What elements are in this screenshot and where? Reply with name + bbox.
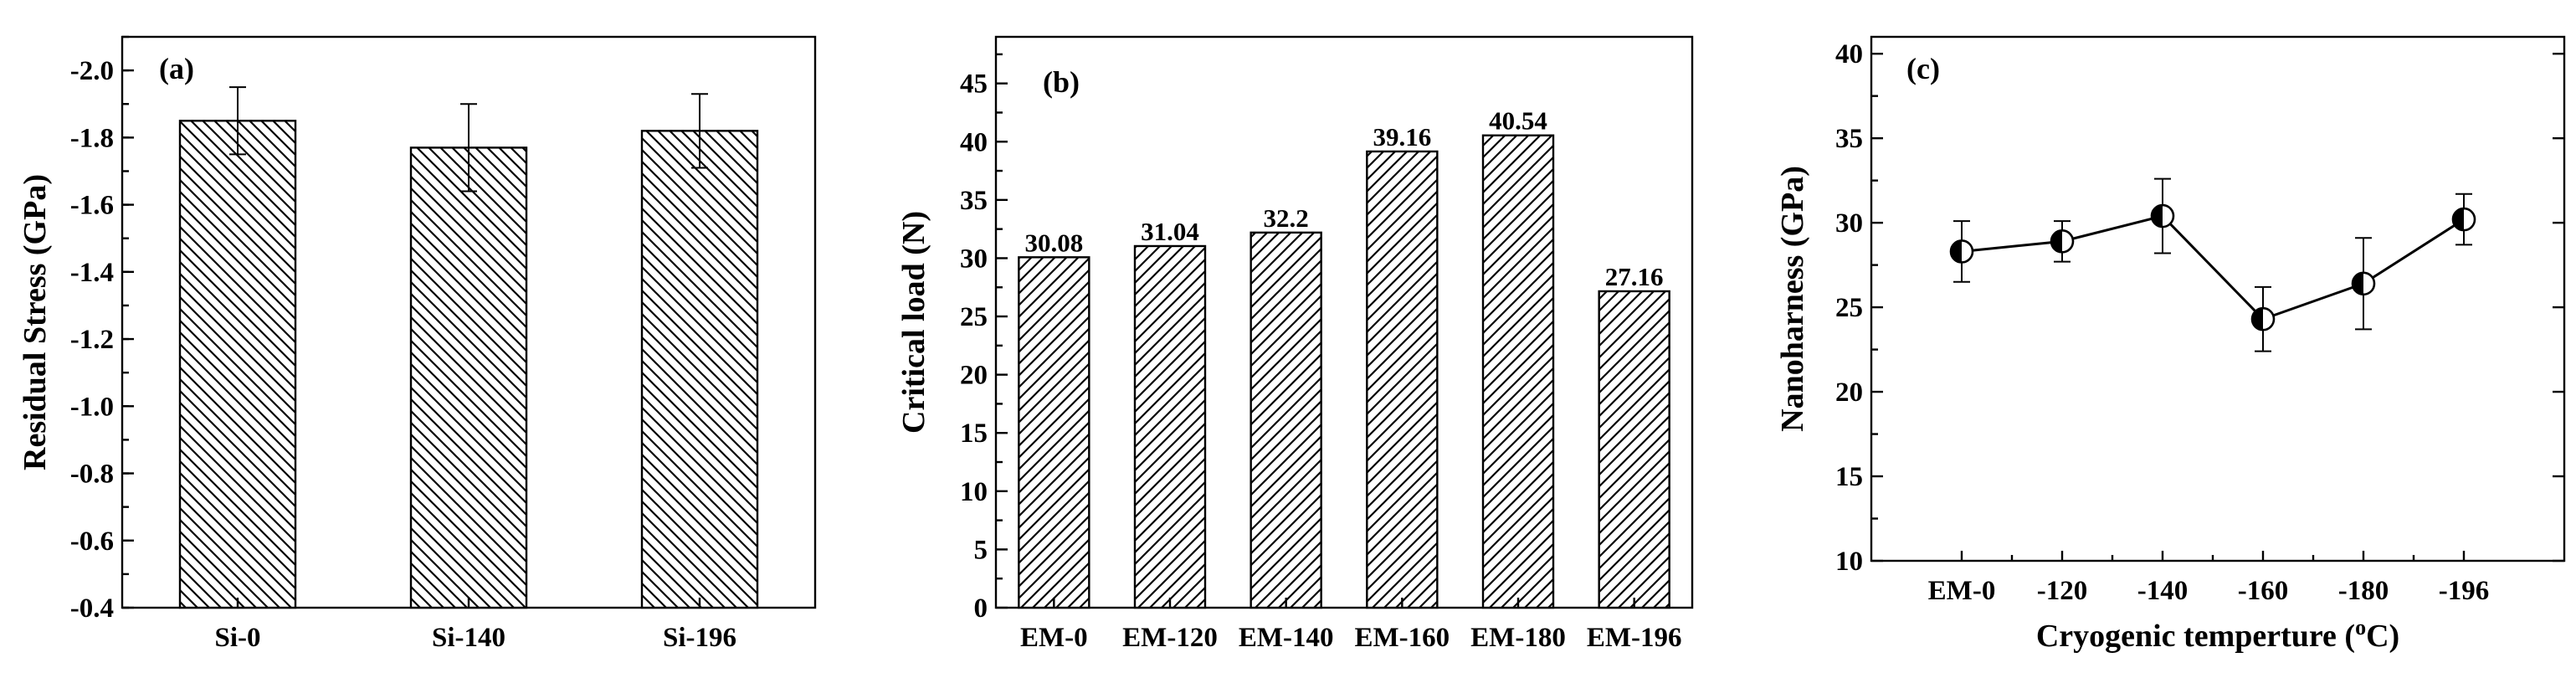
chart-b-x-tick-label: EM-180 xyxy=(1470,623,1566,653)
chart-c-data-point xyxy=(2250,306,2276,331)
chart-c-x-axis-label-end: C) xyxy=(2366,619,2399,654)
chart-a-y-tick-label: -1.2 xyxy=(70,325,114,355)
chart-b-y-tick-label: 20 xyxy=(960,361,988,391)
chart-a-x-tick-label: Si-0 xyxy=(214,623,260,653)
chart-b-x-tick-label: EM-0 xyxy=(1020,623,1088,653)
chart-b: (b) Critical load (N) 0 5 10 15 20 25 30 35 40 45… xyxy=(896,35,1694,653)
chart-a-y-tick-label: -1.0 xyxy=(70,392,114,422)
chart-b-y-tick-label: 15 xyxy=(960,419,988,449)
chart-b-x-tick-label: EM-196 xyxy=(1587,623,1682,653)
chart-b-bar xyxy=(1133,244,1207,609)
chart-c-y-tick-label: 40 xyxy=(1835,39,1863,69)
chart-c-data-point xyxy=(2050,229,2075,254)
chart-b-y-tick-label: 35 xyxy=(960,186,988,216)
chart-b-y-axis-label: Critical load (N) xyxy=(896,211,931,434)
chart-b-bar xyxy=(1250,231,1322,609)
chart-b-x-tick-label: EM-160 xyxy=(1355,623,1450,653)
chart-a-y-tick-label: -1.4 xyxy=(70,258,114,288)
chart-b-x-tick-label: EM-120 xyxy=(1122,623,1218,653)
chart-c-data-point xyxy=(1949,239,1974,264)
chart-c-plot-frame xyxy=(1870,35,2566,562)
chart-b-bar xyxy=(1598,290,1670,609)
chart-c: (c) Nanoharness (GPa) Cryogenic tempertu… xyxy=(1775,35,2566,654)
chart-a-y-tick-label: -0.6 xyxy=(70,526,114,557)
chart-b-bar xyxy=(1481,134,1555,609)
chart-c-x-tick-label: -140 xyxy=(2137,576,2189,606)
chart-a-x-tick-label: Si-196 xyxy=(663,623,736,653)
chart-c-y-tick-label: 30 xyxy=(1835,208,1863,239)
chart-a-bar xyxy=(178,120,297,609)
chart-c-x-tick-label: -160 xyxy=(2238,576,2289,606)
chart-a-y-tick-label: -0.4 xyxy=(70,593,114,624)
chart-c-data-point xyxy=(2150,203,2175,229)
chart-a-y-tick-label: -0.8 xyxy=(70,460,114,490)
chart-c-data-point xyxy=(2351,271,2376,296)
chart-a-y-tick-label: -1.8 xyxy=(70,123,114,153)
chart-c-y-tick-label: 25 xyxy=(1835,293,1863,323)
chart-b-data-label: 40.54 xyxy=(1489,106,1547,136)
chart-b-y-tick-label: 10 xyxy=(960,477,988,507)
chart-b-data-label: 30.08 xyxy=(1024,228,1083,257)
chart-c-x-axis-label: Cryogenic temperture (oC) xyxy=(2036,615,2399,654)
chart-c-x-tick-label: EM-0 xyxy=(1928,576,1996,606)
chart-c-x-tick-label: -180 xyxy=(2338,576,2389,606)
chart-c-y-tick-label: 15 xyxy=(1835,462,1863,492)
chart-c-series-line xyxy=(1961,214,2465,321)
chart-c-data-point xyxy=(2451,207,2476,232)
chart-b-data-label: 27.16 xyxy=(1605,262,1664,291)
chart-b-plot-frame xyxy=(994,35,1694,609)
chart-b-y-tick-label: 40 xyxy=(960,127,988,157)
chart-a-x-tick-label: Si-140 xyxy=(432,623,505,653)
chart-b-data-label: 39.16 xyxy=(1373,122,1431,152)
chart-a-bar xyxy=(640,130,759,609)
chart-c-y-tick-label: 10 xyxy=(1835,547,1863,577)
chart-a: (a) Residual Stress (GPa) -2.0 -1.8 -1.6 -1… xyxy=(18,35,817,653)
chart-c-panel-label: (c) xyxy=(1906,52,1940,85)
chart-c-x-tick-label: -120 xyxy=(2037,576,2088,606)
chart-c-x-tick-label: -196 xyxy=(2439,576,2490,606)
chart-a-y-axis-label: Residual Stress (GPa) xyxy=(18,174,53,470)
chart-b-y-tick-label: 0 xyxy=(974,593,988,624)
chart-b-y-tick-label: 45 xyxy=(960,69,988,100)
chart-b-data-label: 32.2 xyxy=(1264,203,1309,233)
chart-b-data-label: 31.04 xyxy=(1141,217,1199,246)
chart-a-y-tick-label: -2.0 xyxy=(70,56,114,86)
chart-b-y-tick-label: 30 xyxy=(960,244,988,274)
chart-c-y-tick-label: 20 xyxy=(1835,378,1863,408)
chart-b-y-tick-label: 25 xyxy=(960,302,988,332)
chart-c-x-axis-label-main: Cryogenic temperture ( xyxy=(2036,619,2355,654)
chart-a-y-tick-label: -1.6 xyxy=(70,191,114,221)
chart-b-y-tick-label: 5 xyxy=(974,535,988,565)
chart-c-x-axis-label-sup: o xyxy=(2355,615,2366,639)
chart-b-panel-label: (b) xyxy=(1043,65,1080,99)
chart-c-y-axis-label: Nanoharness (GPa) xyxy=(1775,166,1810,432)
chart-a-panel-label: (a) xyxy=(159,52,194,85)
chart-b-bar xyxy=(1366,150,1439,609)
chart-c-y-tick-label: 35 xyxy=(1835,124,1863,154)
chart-b-bar xyxy=(1018,256,1090,609)
chart-b-x-tick-label: EM-140 xyxy=(1239,623,1334,653)
chart-a-bar xyxy=(409,146,528,609)
